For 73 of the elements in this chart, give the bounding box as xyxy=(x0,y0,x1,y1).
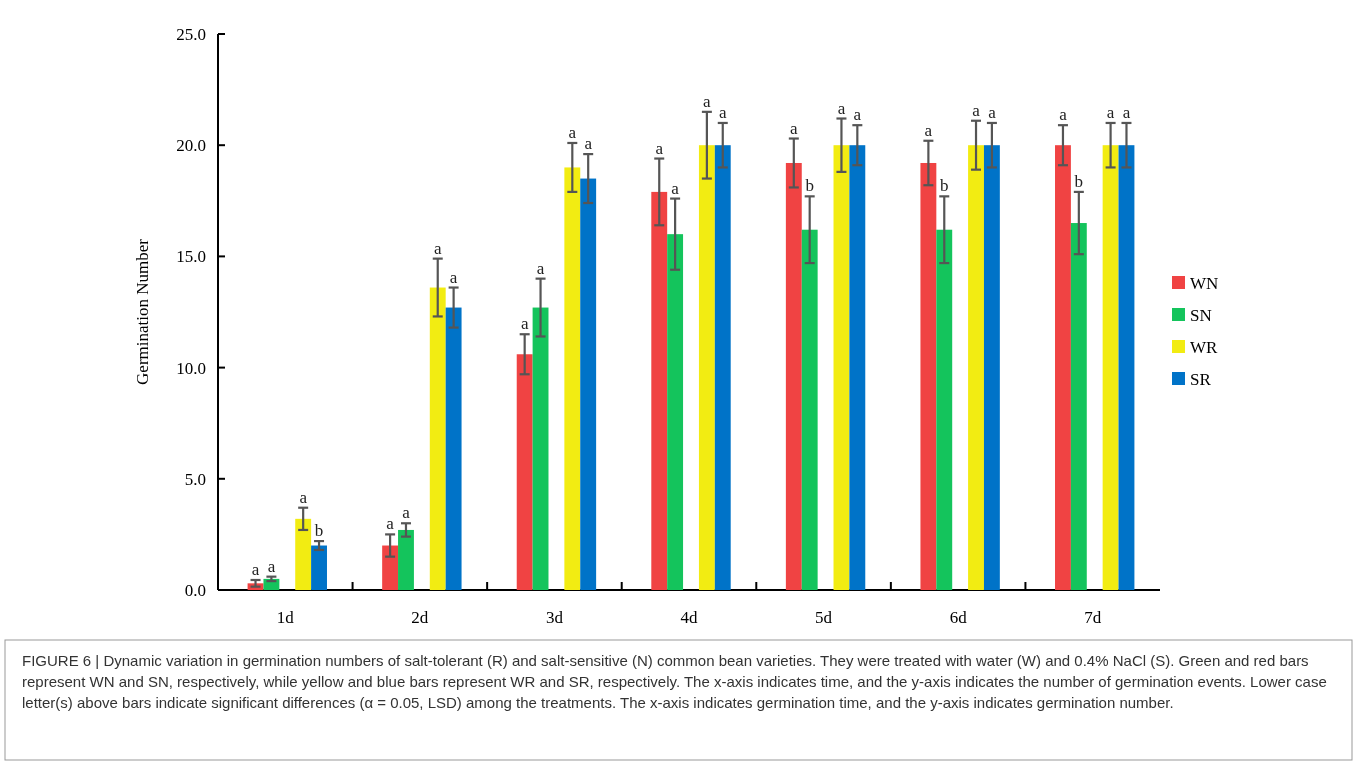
data-label: a xyxy=(267,556,276,576)
data-label: b xyxy=(314,521,324,541)
data-label: a xyxy=(703,91,712,111)
bar xyxy=(1118,145,1135,590)
x-tick-label: 5d xyxy=(815,608,833,627)
bar xyxy=(785,162,802,590)
bar xyxy=(801,229,818,590)
data-label: a xyxy=(1059,105,1068,125)
x-tick-label: 7d xyxy=(1084,608,1102,627)
bar xyxy=(311,545,327,590)
data-label: a xyxy=(584,134,593,154)
x-tick-label: 3d xyxy=(545,608,564,627)
bar xyxy=(516,354,533,590)
bar xyxy=(382,545,399,590)
data-label: a xyxy=(1122,102,1131,122)
data-label: a xyxy=(924,120,933,140)
bar xyxy=(580,178,597,590)
bar xyxy=(833,145,850,590)
y-tick-label: 0.0 xyxy=(184,580,206,600)
data-label: a xyxy=(433,238,442,258)
x-tick-label: 4d xyxy=(680,608,698,627)
data-label: a xyxy=(568,122,577,142)
legend-label: SN xyxy=(1190,305,1212,325)
bar xyxy=(968,145,984,590)
y-tick-label: 10.0 xyxy=(176,358,206,378)
data-label: b xyxy=(805,176,814,196)
bar xyxy=(714,145,731,590)
bar xyxy=(936,229,953,590)
data-label: a xyxy=(988,102,997,122)
caption: FIGURE 6 | Dynamic variation in germination numbers of salt-tolerant (R) and salt-sensitive (N) common bean varieties. They were treated with water (W) and 0.4% NaCl (S). Green and red bars represent WN and SN, respectively, while yellow and blue bars represent WR and SR, respectively. The x-axis indicates time, and the y-axis indicates the number of germination events. Lower case letter(s) above bars indicate significant differences (α = 0.05, LSD) among the treatments. The x-axis indicates germination time, and the y-axis indicates germination number. xyxy=(22,652,1327,711)
bar xyxy=(295,518,312,590)
y-tick-label: 5.0 xyxy=(184,469,206,489)
bar xyxy=(564,167,581,590)
x-tick-label: 1d xyxy=(276,608,295,627)
data-label: a xyxy=(251,559,260,579)
data-label: a xyxy=(671,178,680,198)
bar xyxy=(698,145,715,590)
bar xyxy=(849,145,866,590)
data-label: a xyxy=(449,267,458,287)
data-label: a xyxy=(536,258,545,278)
data-label: b xyxy=(1074,171,1084,191)
data-label: a xyxy=(1106,102,1115,122)
bar xyxy=(1102,145,1119,590)
data-label: a xyxy=(520,314,529,334)
bar xyxy=(1055,145,1071,590)
bar xyxy=(398,529,414,590)
data-label: a xyxy=(299,487,308,507)
data-label: a xyxy=(402,503,411,523)
data-label: a xyxy=(853,105,862,125)
data-label: a xyxy=(386,514,395,534)
data-label: b xyxy=(940,176,949,196)
bar xyxy=(983,145,1000,590)
y-axis-title: Germination Number xyxy=(133,238,152,385)
bar xyxy=(445,307,462,590)
legend-label: WR xyxy=(1190,337,1219,357)
legend-label: SR xyxy=(1190,369,1212,389)
data-label: a xyxy=(655,138,664,158)
bar xyxy=(1070,223,1087,590)
y-tick-label: 20.0 xyxy=(176,136,206,156)
bar xyxy=(667,234,684,590)
data-label: a xyxy=(972,100,981,120)
bar xyxy=(532,307,549,590)
y-tick-label: 15.0 xyxy=(176,247,206,267)
y-tick-label: 25.0 xyxy=(176,24,206,44)
bar xyxy=(920,162,937,590)
x-tick-label: 2d xyxy=(411,608,429,627)
data-label: a xyxy=(790,118,799,138)
bar xyxy=(429,287,446,590)
x-tick-label: 6d xyxy=(949,608,968,627)
data-label: a xyxy=(718,102,727,122)
data-label: a xyxy=(837,98,846,118)
legend-label: WN xyxy=(1190,273,1219,293)
bar xyxy=(651,191,668,590)
